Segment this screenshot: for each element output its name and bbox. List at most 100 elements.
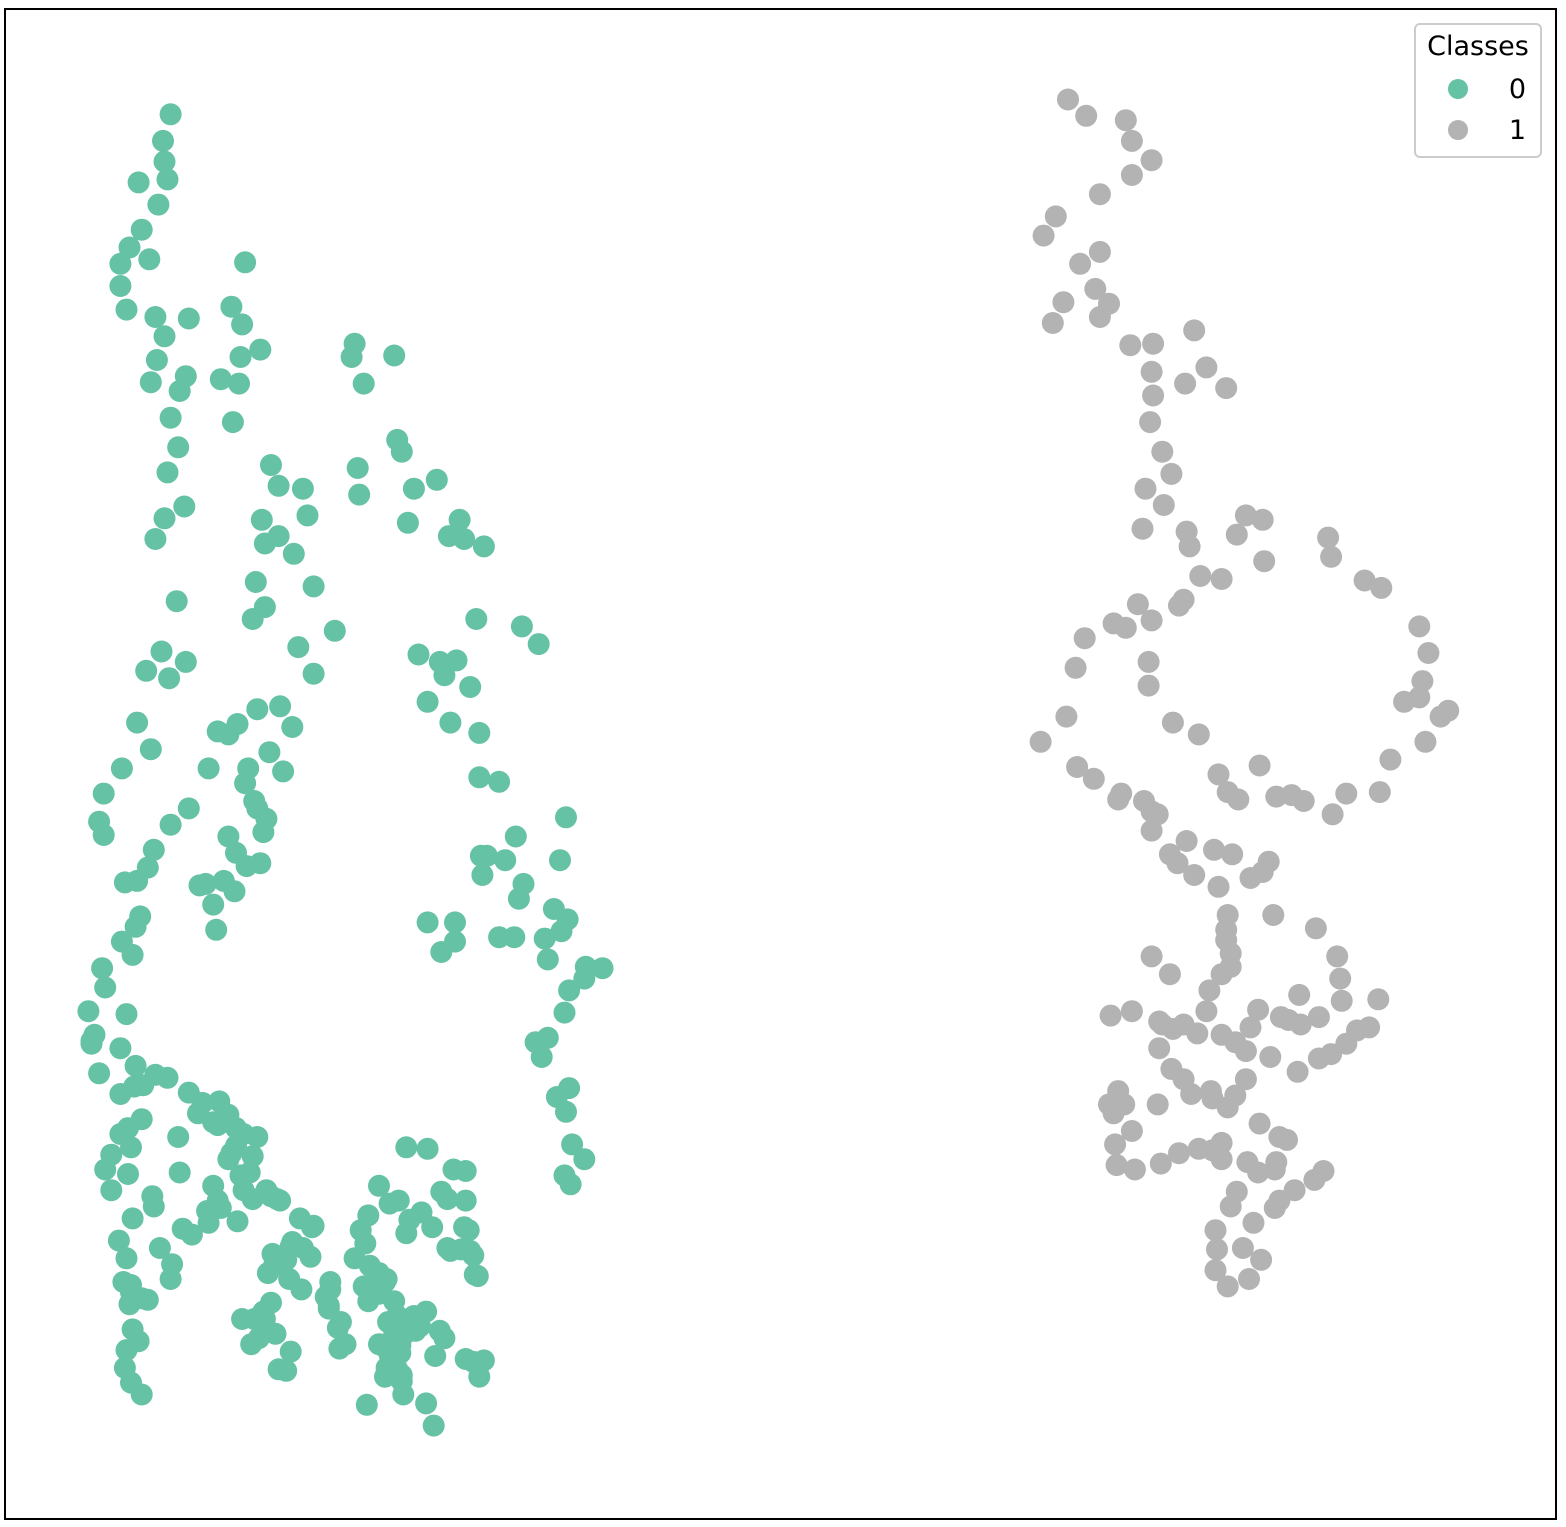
point-class-0 <box>250 508 273 531</box>
point-class-1 <box>1253 550 1276 573</box>
point-class-0 <box>302 662 325 685</box>
point-class-1 <box>1142 332 1165 355</box>
plot-frame <box>4 8 1557 1520</box>
point-class-0 <box>415 1392 438 1415</box>
point-class-0 <box>117 1163 139 1185</box>
point-class-0 <box>159 103 182 126</box>
point-class-0 <box>378 1192 401 1215</box>
point-class-1 <box>1151 440 1174 463</box>
point-class-1 <box>1057 88 1079 111</box>
point-class-1 <box>1204 1259 1227 1282</box>
point-class-0 <box>145 349 168 371</box>
point-class-0 <box>416 1137 439 1160</box>
point-class-1 <box>1140 149 1163 172</box>
point-class-1 <box>1052 291 1075 314</box>
point-class-0 <box>269 695 292 718</box>
point-class-1 <box>1148 1037 1171 1060</box>
point-class-1 <box>1206 1238 1228 1261</box>
point-class-0 <box>174 650 197 673</box>
point-class-0 <box>158 667 181 690</box>
legend-marker-1 <box>1448 120 1468 140</box>
point-class-0 <box>545 1086 568 1108</box>
point-class-0 <box>135 659 158 682</box>
point-class-0 <box>488 926 511 949</box>
point-class-0 <box>126 711 149 734</box>
point-class-0 <box>296 504 319 527</box>
point-class-0 <box>167 1126 190 1148</box>
point-class-0 <box>148 1237 171 1259</box>
point-class-0 <box>410 1201 433 1224</box>
point-class-0 <box>197 757 220 780</box>
point-class-0 <box>510 615 533 638</box>
point-class-0 <box>348 483 371 506</box>
point-class-0 <box>556 908 579 931</box>
point-class-1 <box>1151 1013 1174 1036</box>
point-class-0 <box>92 824 115 846</box>
point-class-0 <box>475 844 498 867</box>
point-class-1 <box>1102 1102 1125 1125</box>
point-class-0 <box>249 852 272 875</box>
point-class-0 <box>468 766 491 789</box>
point-class-1 <box>1140 819 1163 842</box>
point-class-0 <box>144 306 167 328</box>
point-class-1 <box>1175 830 1198 852</box>
point-class-1 <box>1312 1160 1335 1182</box>
point-class-1 <box>1199 1080 1222 1103</box>
point-class-0 <box>206 720 229 743</box>
point-class-0 <box>121 943 144 966</box>
point-class-0 <box>448 508 471 531</box>
point-class-0 <box>454 1189 477 1212</box>
point-class-1 <box>1140 945 1163 968</box>
point-class-1 <box>1178 535 1201 558</box>
point-class-1 <box>1134 477 1157 500</box>
point-class-0 <box>422 1414 445 1437</box>
point-class-1 <box>1084 277 1107 300</box>
point-class-1 <box>1195 1000 1218 1023</box>
point-class-0 <box>275 1359 298 1382</box>
point-class-1 <box>1198 979 1221 1002</box>
point-class-1 <box>1140 360 1163 383</box>
point-class-0 <box>468 1365 491 1388</box>
point-class-0 <box>94 1158 117 1181</box>
point-class-1 <box>1126 593 1149 616</box>
point-class-1 <box>1292 790 1315 812</box>
point-class-0 <box>281 716 304 738</box>
point-class-0 <box>165 590 188 613</box>
point-class-1 <box>1326 945 1349 968</box>
point-class-0 <box>177 797 200 820</box>
point-class-0 <box>241 1145 264 1168</box>
point-class-1 <box>1168 1142 1190 1165</box>
point-class-0 <box>291 477 314 500</box>
point-class-1 <box>1137 674 1160 697</box>
point-class-0 <box>127 171 150 194</box>
point-class-1 <box>1269 1006 1292 1029</box>
point-class-0 <box>153 150 176 173</box>
point-class-1 <box>1393 690 1416 713</box>
point-class-0 <box>407 643 430 666</box>
point-class-0 <box>168 1161 191 1184</box>
point-class-1 <box>1107 1080 1130 1103</box>
point-class-0 <box>416 690 439 713</box>
point-class-1 <box>1247 1161 1270 1184</box>
point-class-1 <box>1174 372 1197 395</box>
point-class-1 <box>1088 306 1111 328</box>
point-class-1 <box>1242 1211 1265 1234</box>
point-class-1 <box>1133 790 1155 812</box>
legend-marker-0 <box>1448 79 1468 99</box>
point-class-0 <box>88 1062 111 1085</box>
point-class-0 <box>83 1023 106 1046</box>
point-class-0 <box>302 575 325 598</box>
point-class-0 <box>100 1179 123 1202</box>
point-class-1 <box>1082 767 1105 790</box>
point-class-0 <box>279 1340 302 1363</box>
point-class-0 <box>127 1330 150 1353</box>
point-class-1 <box>1187 723 1210 746</box>
point-class-1 <box>1216 1096 1239 1119</box>
point-class-0 <box>168 380 191 402</box>
point-class-1 <box>1158 963 1181 986</box>
point-class-1 <box>1204 1219 1227 1242</box>
point-class-0 <box>346 457 369 479</box>
point-class-0 <box>220 295 243 318</box>
point-class-1 <box>1207 875 1230 898</box>
point-class-1 <box>1259 1046 1282 1068</box>
